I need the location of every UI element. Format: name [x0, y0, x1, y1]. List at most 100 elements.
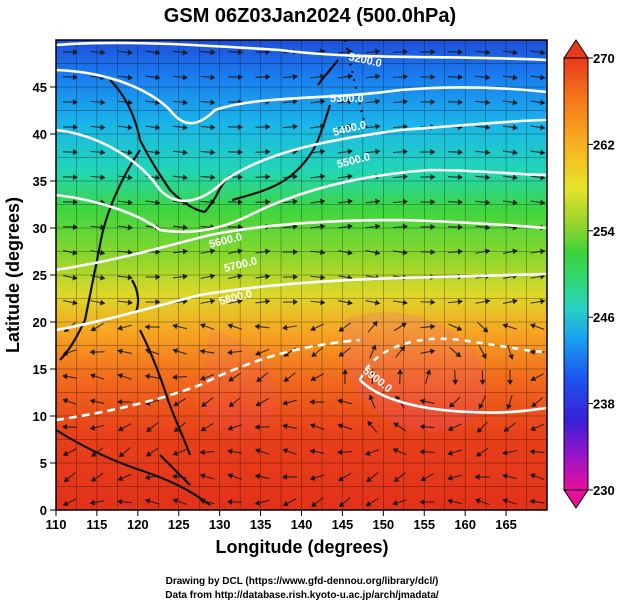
wind-arrow — [338, 249, 353, 256]
y-tick-label: 45 — [33, 80, 47, 95]
wind-arrow — [420, 249, 436, 256]
map-title: GSM 06Z03Jan2024 (500.0hPa) — [164, 5, 456, 27]
wind-arrow — [145, 149, 161, 156]
wind-arrow — [337, 48, 353, 55]
wind-arrow — [507, 345, 514, 360]
wind-arrow — [145, 199, 161, 206]
wind-arrow — [172, 74, 188, 81]
wind-arrow — [117, 74, 133, 81]
wind-arrow — [227, 199, 243, 206]
wind-arrow — [172, 174, 188, 181]
wind-arrow — [118, 447, 131, 458]
wind-arrow — [365, 497, 379, 507]
wind-arrow — [199, 473, 215, 480]
wind-arrow — [227, 323, 242, 330]
x-tick-label: 145 — [332, 517, 354, 532]
wind-arrow — [530, 124, 546, 131]
wind-arrow — [310, 373, 324, 382]
y-tick-label: 0 — [40, 503, 47, 518]
x-tick-label: 150 — [372, 517, 394, 532]
wind-arrow — [200, 74, 216, 81]
wind-arrow — [200, 99, 216, 106]
wind-arrow — [255, 198, 271, 205]
wind-arrow — [366, 472, 379, 483]
wind-arrow — [530, 199, 546, 206]
wind-arrow — [282, 448, 297, 455]
wind-arrow — [172, 473, 188, 480]
wind-arrow — [392, 48, 408, 55]
wind-arrow — [452, 369, 459, 385]
wind-arrow — [419, 448, 435, 455]
wind-arrow — [420, 223, 436, 230]
wind-arrow — [447, 423, 462, 431]
y-tick-label: 30 — [33, 221, 47, 236]
wind-arrow — [255, 398, 269, 407]
wind-arrow — [311, 347, 324, 358]
wind-arrow — [117, 99, 133, 106]
wind-arrow — [200, 298, 216, 305]
wind-arrow — [227, 149, 243, 156]
wind-arrow — [90, 49, 106, 56]
wind-arrow — [368, 394, 376, 409]
wind-arrow — [62, 74, 78, 81]
wind-arrow — [420, 98, 436, 105]
wind-arrow — [337, 98, 353, 105]
wind-arrow — [392, 499, 407, 506]
wind-arrow — [369, 344, 377, 359]
wind-arrow — [475, 298, 491, 305]
wind-arrow — [420, 73, 436, 80]
wind-arrow — [337, 423, 352, 430]
wind-arrow — [90, 323, 104, 332]
wind-arrow — [337, 73, 353, 80]
wind-arrow — [227, 473, 242, 480]
wind-arrow — [62, 174, 78, 181]
wind-arrow — [397, 369, 404, 385]
wind-arrow — [365, 299, 381, 306]
wind-arrow — [447, 49, 463, 56]
wind-arrow — [282, 298, 298, 305]
wind-arrow — [227, 424, 242, 431]
wind-arrow — [282, 399, 297, 406]
wind-arrow — [337, 173, 353, 180]
wind-arrow — [200, 124, 216, 131]
wind-arrow — [62, 199, 78, 206]
wind-arrow — [530, 99, 546, 106]
wind-arrow — [529, 323, 545, 330]
wind-arrow — [145, 447, 159, 457]
wind-arrow — [502, 149, 518, 156]
wind-arrow — [172, 498, 187, 505]
wind-arrow — [475, 447, 489, 457]
wind-arrow — [367, 420, 378, 433]
contour-label-5300: 5300.0 — [330, 93, 364, 105]
wind-arrow — [200, 49, 216, 56]
wind-arrow — [365, 123, 381, 130]
wind-arrow — [90, 472, 104, 482]
wind-arrow — [254, 323, 270, 330]
wind-arrow — [420, 299, 436, 306]
wind-arrow — [478, 345, 487, 360]
wind-arrow — [62, 124, 78, 131]
wind-arrow — [145, 74, 161, 81]
colorbar-tick-label: 254 — [593, 224, 615, 239]
wind-arrow — [338, 322, 351, 332]
wind-arrow — [530, 423, 545, 431]
wind-arrow — [369, 369, 376, 385]
wind-arrow — [420, 323, 436, 330]
wind-arrow — [90, 149, 106, 156]
x-tick-label: 125 — [168, 517, 190, 532]
wind-arrow — [62, 498, 77, 507]
wind-arrow — [254, 499, 270, 506]
wind-arrow — [200, 422, 214, 432]
wind-arrow — [117, 473, 132, 481]
wind-arrow — [283, 498, 297, 507]
y-tick-label: 40 — [33, 127, 47, 142]
wind-arrow — [475, 224, 491, 231]
wind-arrow — [502, 174, 518, 181]
wind-arrow — [475, 199, 491, 206]
wind-arrow — [90, 174, 106, 181]
wind-arrow — [529, 473, 545, 480]
wind-arrow — [172, 124, 188, 131]
coastline-japan-honshu — [231, 104, 332, 202]
wind-arrow — [420, 473, 434, 482]
wind-arrow — [145, 99, 161, 106]
